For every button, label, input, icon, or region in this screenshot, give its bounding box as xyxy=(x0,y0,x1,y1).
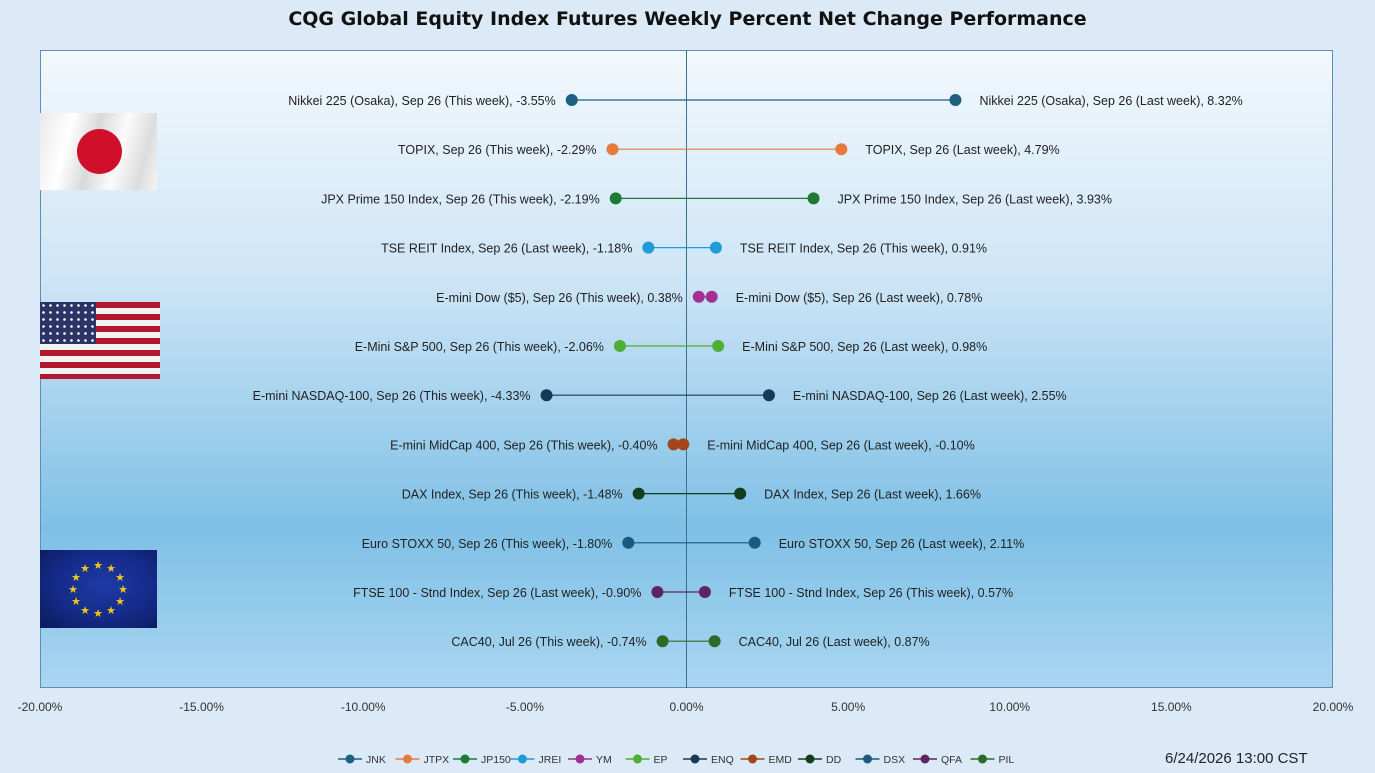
x-tick-label: -10.00% xyxy=(341,700,386,714)
data-point-left xyxy=(632,487,645,500)
legend-marker xyxy=(345,754,355,764)
legend-marker xyxy=(748,754,757,764)
data-label-right: TOPIX, Sep 26 (Last week), 4.79% xyxy=(865,143,1059,157)
svg-text:★: ★ xyxy=(93,559,103,572)
data-point-left xyxy=(656,635,669,648)
legend-label: ENQ xyxy=(711,754,734,766)
legend-label: QFA xyxy=(941,754,962,766)
legend-label: JNK xyxy=(366,754,386,766)
svg-text:★: ★ xyxy=(71,595,81,608)
data-label-right: Nikkei 225 (Osaka), Sep 26 (Last week), … xyxy=(979,94,1242,108)
svg-text:★: ★ xyxy=(106,562,116,575)
data-point-left xyxy=(606,143,619,156)
data-point-right xyxy=(708,635,721,648)
data-label-left: JPX Prime 150 Index, Sep 26 (This week),… xyxy=(321,192,600,206)
data-label-right: E-mini Dow ($5), Sep 26 (Last week), 0.7… xyxy=(736,291,983,305)
data-label-right: CAC40, Jul 26 (Last week), 0.87% xyxy=(739,635,930,649)
legend-marker xyxy=(920,754,930,764)
japan-flag-icon xyxy=(40,113,157,190)
legend-label: JP150 xyxy=(481,754,511,766)
data-label-left: E-mini NASDAQ-100, Sep 26 (This week), -… xyxy=(253,389,531,403)
legend-label: EP xyxy=(654,754,668,766)
data-label-right: E-mini NASDAQ-100, Sep 26 (Last week), 2… xyxy=(793,389,1067,403)
x-tick-label: 0.00% xyxy=(669,700,703,714)
legend-label: YM xyxy=(596,754,612,766)
legend-marker xyxy=(633,754,642,764)
data-label-left: DAX Index, Sep 26 (This week), -1.48% xyxy=(402,488,623,502)
svg-text:★: ★ xyxy=(68,583,78,596)
data-point-left xyxy=(613,340,626,352)
legend-label: JTPX xyxy=(424,754,450,766)
x-tick-label: 15.00% xyxy=(1151,700,1192,714)
data-point-right xyxy=(698,586,711,598)
legend-label: PIL xyxy=(999,754,1015,766)
legend-marker xyxy=(978,754,987,764)
legend-label: EMD xyxy=(769,754,793,766)
data-label-left: FTSE 100 - Stnd Index, Sep 26 (Last week… xyxy=(353,586,641,600)
data-point-right xyxy=(748,536,761,549)
x-tick-label: -20.00% xyxy=(18,700,63,714)
svg-text:★: ★ xyxy=(71,571,81,584)
data-label-right: DAX Index, Sep 26 (Last week), 1.66% xyxy=(764,488,981,502)
data-label-right: E-mini MidCap 400, Sep 26 (Last week), -… xyxy=(707,438,975,452)
data-label-left: E-Mini S&P 500, Sep 26 (This week), -2.0… xyxy=(355,340,604,354)
timestamp: 6/24/2026 13:00 CST xyxy=(1165,750,1308,767)
data-label-left: E-mini Dow ($5), Sep 26 (This week), 0.3… xyxy=(436,291,683,305)
x-tick-label: 10.00% xyxy=(989,700,1030,714)
svg-text:★: ★ xyxy=(93,607,103,620)
data-label-right: FTSE 100 - Stnd Index, Sep 26 (This week… xyxy=(729,586,1013,600)
x-tick-label: 5.00% xyxy=(831,700,865,714)
legend-label: DD xyxy=(826,754,842,766)
data-point-left xyxy=(651,586,664,598)
data-point-right xyxy=(949,94,962,106)
data-point-right xyxy=(835,143,848,156)
data-point-left xyxy=(540,389,553,402)
svg-text:★: ★ xyxy=(106,604,116,617)
x-tick-label: 20.00% xyxy=(1313,700,1354,714)
data-point-left xyxy=(565,94,578,106)
data-label-left: TOPIX, Sep 26 (This week), -2.29% xyxy=(398,143,596,157)
x-tick-label: -5.00% xyxy=(506,700,544,714)
data-point-left xyxy=(692,290,705,303)
legend-label: JREI xyxy=(539,754,562,766)
x-tick-label: -15.00% xyxy=(179,700,224,714)
data-point-left xyxy=(622,536,635,549)
data-point-right xyxy=(762,389,775,402)
legend-marker xyxy=(403,754,412,764)
svg-text:★: ★ xyxy=(80,562,90,575)
legend-label: DSX xyxy=(884,754,906,766)
data-point-right xyxy=(705,290,718,303)
data-point-left xyxy=(609,192,622,205)
data-label-left: Nikkei 225 (Osaka), Sep 26 (This week), … xyxy=(288,94,555,108)
data-point-right xyxy=(712,340,725,352)
data-label-right: JPX Prime 150 Index, Sep 26 (Last week),… xyxy=(838,192,1112,206)
legend-marker xyxy=(863,754,872,764)
legend-marker xyxy=(575,754,585,764)
legend-marker xyxy=(805,754,815,764)
data-point-right xyxy=(807,192,820,205)
data-label-left: E-mini MidCap 400, Sep 26 (This week), -… xyxy=(390,438,657,452)
data-point-right xyxy=(734,487,747,500)
svg-text:★: ★ xyxy=(115,571,125,584)
data-label-left: Euro STOXX 50, Sep 26 (This week), -1.80… xyxy=(362,537,613,551)
data-label-right: TSE REIT Index, Sep 26 (This week), 0.91… xyxy=(740,242,987,256)
data-point-left xyxy=(667,438,680,451)
legend-marker xyxy=(690,754,700,764)
data-label-left: TSE REIT Index, Sep 26 (Last week), -1.1… xyxy=(381,242,632,256)
legend-marker xyxy=(518,754,527,764)
svg-text:★: ★ xyxy=(80,604,90,617)
chart-title: CQG Global Equity Index Futures Weekly P… xyxy=(288,8,1087,30)
data-label-right: E-Mini S&P 500, Sep 26 (Last week), 0.98… xyxy=(742,340,987,354)
us-flag-icon xyxy=(40,302,160,379)
data-label-right: Euro STOXX 50, Sep 26 (Last week), 2.11% xyxy=(779,537,1025,551)
data-point-right xyxy=(709,241,722,254)
eu-flag-icon: ★ ★ ★ ★ ★ ★ ★ ★ ★ ★ ★ ★ xyxy=(40,550,157,628)
svg-text:★: ★ xyxy=(115,595,125,608)
data-point-right xyxy=(677,438,690,451)
data-label-left: CAC40, Jul 26 (This week), -0.74% xyxy=(451,635,646,649)
data-point-left xyxy=(642,241,655,254)
legend-marker xyxy=(460,754,470,764)
svg-text:★: ★ xyxy=(118,583,128,596)
